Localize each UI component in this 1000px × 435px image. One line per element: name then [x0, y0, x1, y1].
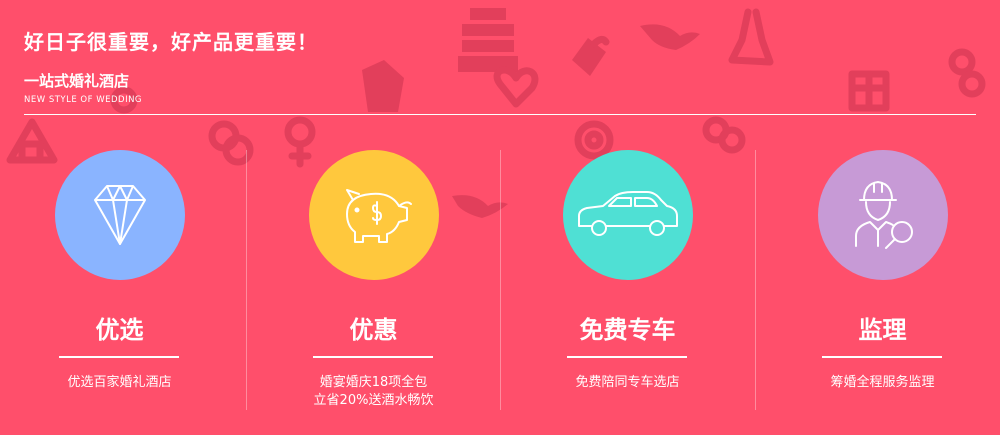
feature-underline: [822, 356, 942, 358]
feature-underline: [567, 356, 687, 358]
feature-description-line: 优选百家婚礼酒店: [67, 375, 172, 390]
feature-underline: [313, 356, 433, 358]
feature-icon-circle: [55, 150, 185, 280]
heart-icon: [493, 66, 539, 108]
feature-icon-circle: [818, 150, 948, 280]
feature-description-line: 婚宴婚庆18项全包: [319, 375, 428, 390]
feature-title: 优惠: [349, 316, 398, 344]
feature-description: 婚宴婚庆18项全包 立省20%送酒水畅饮: [246, 374, 501, 410]
feature-icon-circle: [309, 150, 439, 280]
suit-icon: [362, 60, 404, 112]
rings-icon: [208, 48, 986, 166]
feature-title: 监理: [858, 316, 907, 344]
feature-description: 筹婚全程服务监理: [755, 374, 1000, 392]
car-icon: [578, 191, 678, 236]
bell-icon: [572, 35, 610, 76]
feature-icon-circle: [563, 150, 693, 280]
subtitle-en: NEW STYLE OF WEDDING: [24, 95, 143, 105]
feature-card-select[interactable]: 优选 优选百家婚礼酒店: [0, 150, 247, 435]
supervisor-icon: [855, 181, 913, 249]
headline: 好日子很重要，好产品更重要！: [24, 30, 318, 54]
column-divider: [755, 150, 756, 410]
gift-icon: [848, 70, 890, 112]
feature-card-discount[interactable]: 优惠 婚宴婚庆18项全包 立省20%送酒水畅饮: [246, 150, 501, 435]
feature-description-line: 筹婚全程服务监理: [830, 375, 935, 390]
feature-description-line: 立省20%送酒水畅饮: [313, 393, 434, 408]
header-divider: [24, 114, 976, 115]
subtitle: 一站式婚礼酒店: [24, 72, 130, 90]
diamond-icon: [94, 185, 146, 245]
feature-card-free-car[interactable]: 免费专车 免费陪同专车选店: [500, 150, 755, 435]
feature-description-line: 免费陪同专车选店: [575, 375, 680, 390]
feature-underline: [59, 356, 179, 358]
feature-card-supervision[interactable]: 监理 筹婚全程服务监理: [755, 150, 1000, 435]
feature-title: 免费专车: [579, 316, 676, 344]
dress-icon: [728, 8, 774, 66]
column-divider: [500, 150, 501, 410]
piggy-bank-icon: [346, 189, 412, 243]
column-divider: [246, 150, 247, 410]
feature-title: 优选: [95, 316, 144, 344]
feature-description: 优选百家婚礼酒店: [0, 374, 247, 392]
cake-icon: [458, 8, 518, 72]
flower-icon: [110, 86, 614, 160]
feature-description: 免费陪同专车选店: [500, 374, 755, 392]
